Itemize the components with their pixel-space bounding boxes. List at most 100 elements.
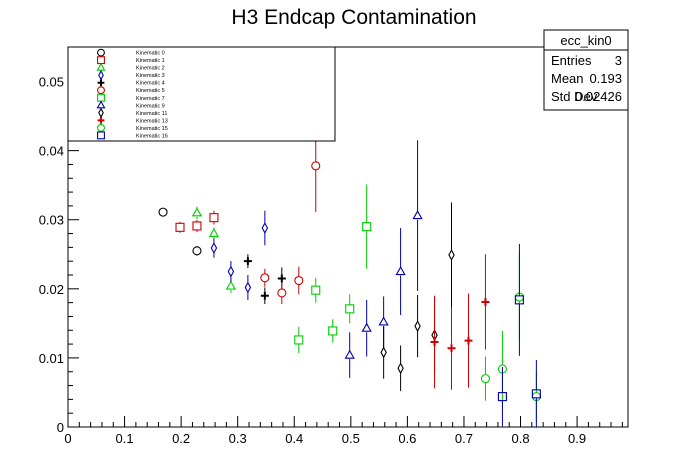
y-tick-labels: 0 0.01 0.02 0.03 0.04 0.05	[39, 75, 64, 435]
series-kinematic-15	[480, 253, 541, 423]
data-point	[378, 316, 389, 326]
y-tick-label: 0.05	[39, 75, 64, 90]
data-point	[225, 280, 237, 290]
stats-label-stddev: Std Dev	[551, 89, 598, 104]
series-kinematic-7	[294, 184, 372, 354]
legend-marker	[98, 69, 104, 81]
chart-title: H3 Endcap Contamination	[231, 6, 476, 29]
legend-box	[67, 46, 336, 142]
data-point	[311, 161, 321, 171]
legend-label: Kinematic 11	[136, 111, 167, 117]
data-point	[260, 291, 269, 300]
legend-label: Kinematic 2	[136, 66, 165, 72]
data-point	[191, 207, 203, 217]
legend-marker	[97, 123, 105, 132]
stats-value-stddev: 0.02426	[575, 89, 622, 104]
data-point	[414, 320, 421, 333]
data-point	[261, 222, 269, 234]
data-point	[480, 374, 491, 384]
x-tick-labels: 0 0.1 0.2 0.3 0.4 0.5 0.6 0.7 0.8 0.9	[64, 431, 586, 446]
x-tick-label: 0	[64, 431, 71, 446]
data-point	[294, 335, 304, 345]
series-kinematic-3	[210, 210, 269, 300]
data-point	[210, 242, 218, 255]
data-point	[192, 221, 202, 231]
stats-value-entries: 3	[615, 53, 622, 68]
data-point	[244, 281, 252, 294]
legend-entry: Kinematic 3	[98, 69, 165, 81]
legend-entry: Kinematic 4	[97, 79, 165, 87]
data-point	[311, 285, 321, 295]
y-tick-label: 0.03	[39, 213, 64, 228]
data-point	[208, 228, 220, 238]
x-tick-label: 0.9	[568, 431, 586, 446]
legend-label: Kinematic 4	[136, 81, 165, 87]
data-point	[497, 392, 507, 402]
series-kinematic-16	[497, 243, 541, 428]
series-kinematic-5	[260, 119, 321, 305]
series-kinematic-2	[191, 206, 237, 293]
legend-entry: Kinematic 16	[97, 131, 168, 140]
legend-label: Kinematic 7	[136, 96, 165, 102]
data-point	[192, 246, 202, 256]
data-layer	[158, 119, 541, 428]
data-point	[447, 344, 456, 353]
data-point	[430, 338, 439, 347]
legend-label: Kinematic 1	[136, 58, 165, 64]
data-point	[260, 273, 270, 283]
legend-entry: Kinematic 5	[97, 86, 165, 95]
x-tick-label: 0.5	[342, 431, 360, 446]
series-kinematic-1	[175, 210, 219, 233]
x-tick-label: 0.3	[229, 431, 247, 446]
data-point	[481, 297, 490, 306]
data-point	[362, 222, 372, 232]
data-point	[397, 362, 404, 375]
legend-marker	[97, 131, 105, 140]
data-point	[227, 265, 235, 278]
legend-label: Kinematic 9	[136, 103, 165, 109]
legend-marker	[97, 86, 105, 95]
data-point	[464, 336, 473, 345]
y-tick-label: 0	[57, 420, 64, 435]
x-tick-label: 0.4	[285, 431, 303, 446]
legend-entry: Kinematic 13	[97, 116, 168, 124]
data-point	[361, 322, 372, 332]
legend-marker	[97, 79, 105, 87]
legend-label: Kinematic 16	[136, 133, 168, 139]
data-point	[209, 213, 219, 223]
legend-marker	[97, 48, 105, 57]
series-kinematic-0	[158, 207, 202, 256]
data-point	[328, 326, 338, 336]
data-point	[277, 274, 286, 283]
x-tick-label: 0.2	[172, 431, 190, 446]
x-tick-label: 0.1	[116, 431, 134, 446]
legend-marker	[97, 116, 105, 124]
stats-label-entries: Entries	[551, 53, 592, 68]
data-point	[345, 304, 355, 314]
stats-box-frame	[543, 29, 629, 111]
stats-box: ecc_kin0 Entries 3 Mean 0.193 Std Dev 0.…	[543, 29, 629, 111]
data-point	[514, 295, 524, 305]
data-point	[448, 249, 455, 261]
data-point	[243, 257, 252, 266]
plot-frame	[67, 46, 629, 428]
y-tick-label: 0.02	[39, 282, 64, 297]
data-point	[531, 389, 541, 399]
stats-box-name: ecc_kin0	[560, 33, 611, 48]
legend-label: Kinematic 3	[136, 73, 165, 79]
y-tick-label: 0.04	[39, 144, 64, 159]
legend-label: Kinematic 5	[136, 88, 165, 94]
stats-label-mean: Mean	[551, 71, 584, 86]
y-tick-label: 0.01	[39, 351, 64, 366]
x-tick-label: 0.8	[511, 431, 529, 446]
x-tick-label: 0.7	[455, 431, 473, 446]
legend-label: Kinematic 13	[136, 118, 168, 124]
legend-entry: Kinematic 15	[97, 123, 168, 132]
legend-entry: Kinematic 11	[98, 107, 167, 119]
data-point	[294, 275, 304, 286]
x-tick-label: 0.6	[398, 431, 416, 446]
stats-value-mean: 0.193	[589, 71, 622, 86]
data-point	[277, 288, 287, 298]
data-point	[412, 210, 423, 220]
